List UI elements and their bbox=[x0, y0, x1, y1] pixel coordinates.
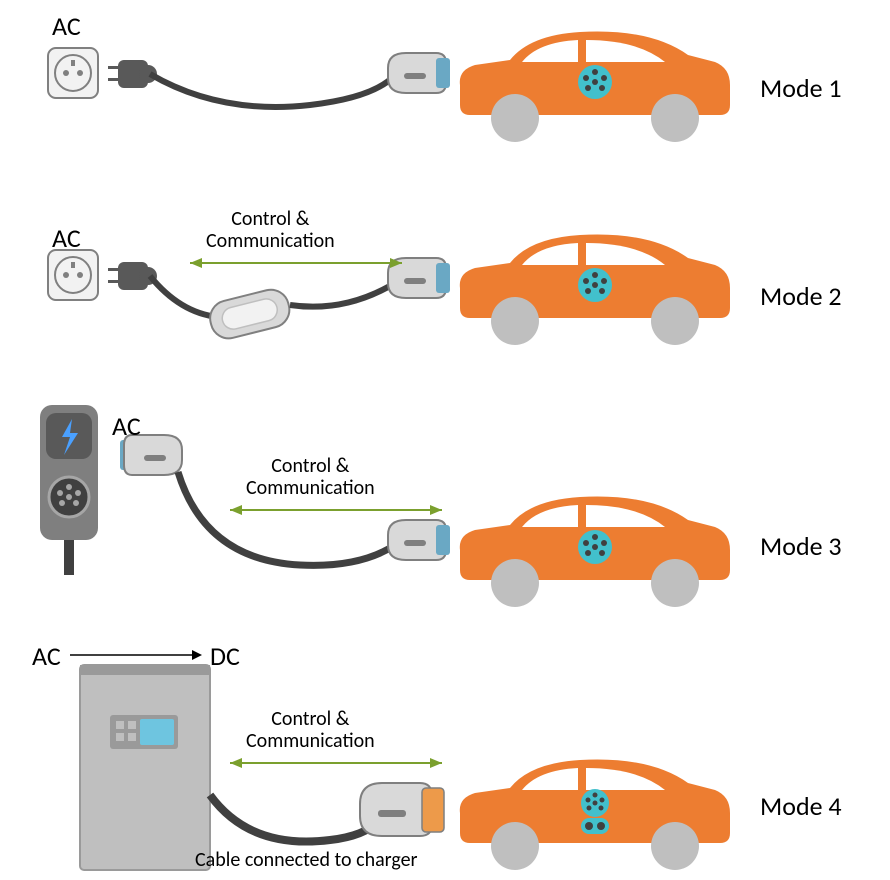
ac-socket-icon bbox=[48, 250, 98, 300]
comm-arrow-icon bbox=[190, 258, 402, 268]
comm-line2: Communication bbox=[246, 729, 375, 753]
mode4-label: Mode 4 bbox=[760, 790, 842, 822]
cable bbox=[210, 795, 380, 842]
mode1-label: Mode 1 bbox=[760, 72, 842, 104]
cable-note: Cable connected to charger bbox=[195, 848, 418, 872]
comm-line2: Communication bbox=[206, 229, 335, 253]
dc-label: DC bbox=[210, 640, 240, 672]
dc-charger-icon bbox=[80, 665, 210, 870]
ac-socket-icon bbox=[48, 48, 98, 98]
comm-label-2: Control & Communication bbox=[206, 208, 335, 252]
inline-control-box-icon bbox=[206, 286, 293, 342]
cable-right bbox=[290, 283, 395, 307]
ac-label-3: AC bbox=[112, 410, 141, 442]
comm-line2: Communication bbox=[246, 476, 375, 500]
mode4-diagram bbox=[0, 630, 890, 880]
dc-connector-icon bbox=[360, 783, 444, 836]
comm-label-4: Control & Communication bbox=[246, 708, 375, 752]
car-icon bbox=[460, 759, 730, 870]
ac-label-4: AC bbox=[32, 640, 61, 672]
comm-line1: Control & bbox=[271, 454, 349, 478]
ac-plug-icon bbox=[108, 60, 157, 88]
comm-line1: Control & bbox=[271, 707, 349, 731]
acdc-arrow-icon bbox=[70, 650, 202, 660]
wallbox-icon bbox=[40, 405, 98, 575]
comm-arrow-icon bbox=[230, 505, 442, 515]
car-icon bbox=[460, 31, 730, 142]
mode2-label: Mode 2 bbox=[760, 280, 842, 312]
mode1-diagram bbox=[0, 10, 890, 180]
ac-label-1: AC bbox=[52, 10, 81, 42]
ev-connector-right-icon bbox=[388, 520, 450, 560]
ac-plug-icon bbox=[108, 262, 157, 290]
cable-left bbox=[150, 276, 218, 317]
mode2-diagram bbox=[0, 205, 890, 385]
ev-connector-icon bbox=[388, 53, 450, 93]
car-icon bbox=[460, 496, 730, 607]
comm-label-3: Control & Communication bbox=[246, 455, 375, 499]
comm-line1: Control & bbox=[231, 207, 309, 231]
mode3-label: Mode 3 bbox=[760, 530, 842, 562]
cable bbox=[150, 74, 392, 107]
ac-label-2: AC bbox=[52, 222, 81, 254]
comm-arrow-icon bbox=[230, 758, 442, 768]
car-icon bbox=[460, 234, 730, 345]
